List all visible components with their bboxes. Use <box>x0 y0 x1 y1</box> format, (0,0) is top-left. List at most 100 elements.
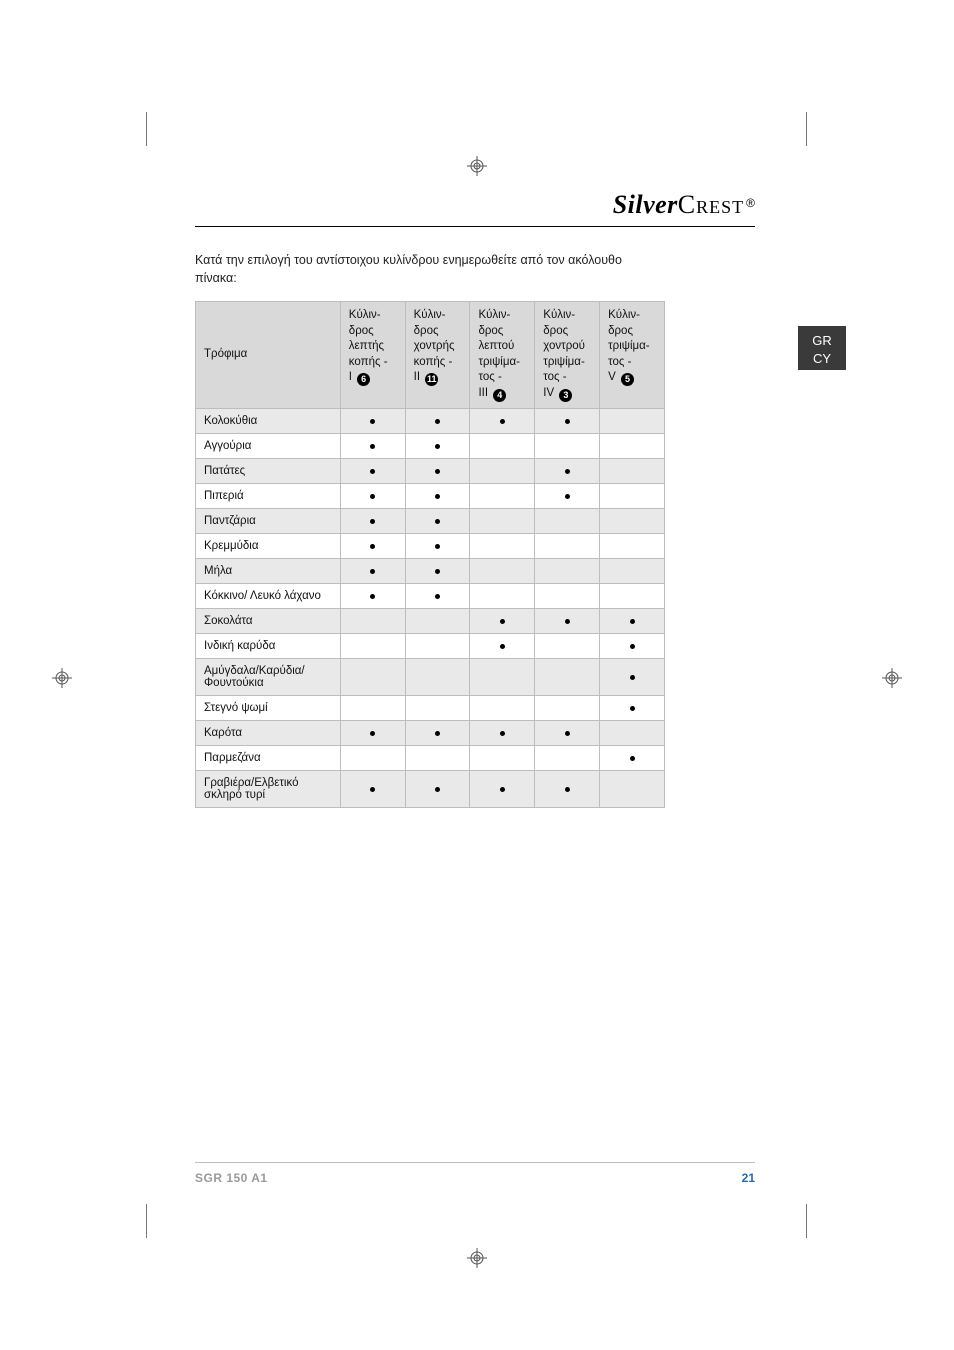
dot-icon <box>565 787 570 792</box>
table-cell <box>405 583 470 608</box>
brand-word-2: Crest <box>678 190 744 219</box>
table-header-cylinder-5: Κύλιν-δροςτριψίμα-τος -V 5 <box>600 302 665 409</box>
crop-mark <box>146 1204 147 1238</box>
header-line: τριψίμα- <box>478 355 526 371</box>
table-cell <box>340 695 405 720</box>
crop-mark <box>146 112 147 146</box>
dot-icon <box>630 756 635 761</box>
registered-icon: ® <box>746 196 755 210</box>
header-line: κοπής - <box>414 355 462 371</box>
table-cell <box>405 483 470 508</box>
header-line: τος - <box>543 370 591 386</box>
dot-icon <box>565 469 570 474</box>
table-cell <box>405 558 470 583</box>
food-label: Πιπεριά <box>196 483 341 508</box>
dot-icon <box>435 787 440 792</box>
header-roman-badge: V 5 <box>608 370 656 386</box>
food-label: Πατάτες <box>196 458 341 483</box>
table-cell <box>535 483 600 508</box>
header-line: τριψίμα- <box>543 355 591 371</box>
table-cell <box>470 658 535 695</box>
header-line: χοντρού <box>543 339 591 355</box>
table-cell <box>405 633 470 658</box>
dot-icon <box>370 419 375 424</box>
table-cell <box>405 770 470 807</box>
table-row: Κρεμμύδια <box>196 533 665 558</box>
dot-icon <box>630 706 635 711</box>
table-cell <box>535 720 600 745</box>
header-line: Κύλιν- <box>543 308 591 324</box>
table-cell <box>470 458 535 483</box>
dot-icon <box>435 444 440 449</box>
table-cell <box>470 583 535 608</box>
table-row: Ινδική καρύδα <box>196 633 665 658</box>
header-line: κοπής - <box>349 355 397 371</box>
brand-logo: SilverCrest® <box>195 190 755 227</box>
table-cell <box>600 483 665 508</box>
food-label: Στεγνό ψωμί <box>196 695 341 720</box>
food-label: Σοκολάτα <box>196 608 341 633</box>
dot-icon <box>435 594 440 599</box>
dot-icon <box>630 644 635 649</box>
table-cell <box>470 508 535 533</box>
table-cell <box>535 658 600 695</box>
header-roman-badge: III 4 <box>478 386 526 402</box>
header-line: λεπτής <box>349 339 397 355</box>
table-cell <box>405 408 470 433</box>
table-row: Πατάτες <box>196 458 665 483</box>
table-cell <box>340 745 405 770</box>
table-cell <box>340 608 405 633</box>
table-header-cylinder-4: Κύλιν-δροςχοντρούτριψίμα-τος -IV 3 <box>535 302 600 409</box>
part-number-badge: 5 <box>621 373 634 386</box>
table-cell <box>470 745 535 770</box>
dot-icon <box>370 731 375 736</box>
table-cell <box>470 695 535 720</box>
table-row: Πιπεριά <box>196 483 665 508</box>
dot-icon <box>370 569 375 574</box>
table-row: Στεγνό ψωμί <box>196 695 665 720</box>
table-cell <box>600 408 665 433</box>
table-cell <box>340 720 405 745</box>
table-cell <box>535 533 600 558</box>
header-roman-badge: I 6 <box>349 370 397 386</box>
food-cylinder-table: Τρόφιμα Κύλιν-δροςλεπτήςκοπής -I 6Κύλιν-… <box>195 301 665 808</box>
language-tab-line: GR <box>798 332 846 350</box>
table-cell <box>405 508 470 533</box>
table-cell <box>535 408 600 433</box>
dot-icon <box>500 419 505 424</box>
page-footer: SGR 150 A1 21 <box>195 1162 755 1185</box>
dot-icon <box>500 644 505 649</box>
dot-icon <box>435 419 440 424</box>
table-cell <box>600 720 665 745</box>
table-cell <box>405 720 470 745</box>
registration-mark-icon <box>467 156 487 176</box>
table-cell <box>405 658 470 695</box>
intro-paragraph: Κατά την επιλογή του αντίστοιχου κυλίνδρ… <box>195 251 665 287</box>
table-cell <box>600 770 665 807</box>
table-cell <box>535 433 600 458</box>
header-line: δρος <box>349 324 397 340</box>
dot-icon <box>565 619 570 624</box>
header-line: Κύλιν- <box>478 308 526 324</box>
dot-icon <box>435 731 440 736</box>
table-body: ΚολοκύθιαΑγγούριαΠατάτεςΠιπεριάΠαντζάρια… <box>196 408 665 807</box>
table-cell <box>470 608 535 633</box>
table-row: Παρμεζάνα <box>196 745 665 770</box>
table-cell <box>405 695 470 720</box>
dot-icon <box>435 519 440 524</box>
table-row: Κόκκινο/ Λευκό λάχανο <box>196 583 665 608</box>
dot-icon <box>500 731 505 736</box>
table-cell <box>535 745 600 770</box>
dot-icon <box>370 519 375 524</box>
table-row: Γραβιέρα/Ελβετικό σκληρό τυρί <box>196 770 665 807</box>
table-row: Καρότα <box>196 720 665 745</box>
roman-numeral: II <box>414 371 424 383</box>
table-cell <box>535 558 600 583</box>
header-line: Κύλιν- <box>414 308 462 324</box>
footer-model: SGR 150 A1 <box>195 1171 268 1185</box>
dot-icon <box>565 419 570 424</box>
roman-numeral: V <box>608 371 619 383</box>
table-cell <box>405 608 470 633</box>
header-line: δρος <box>414 324 462 340</box>
dot-icon <box>370 469 375 474</box>
